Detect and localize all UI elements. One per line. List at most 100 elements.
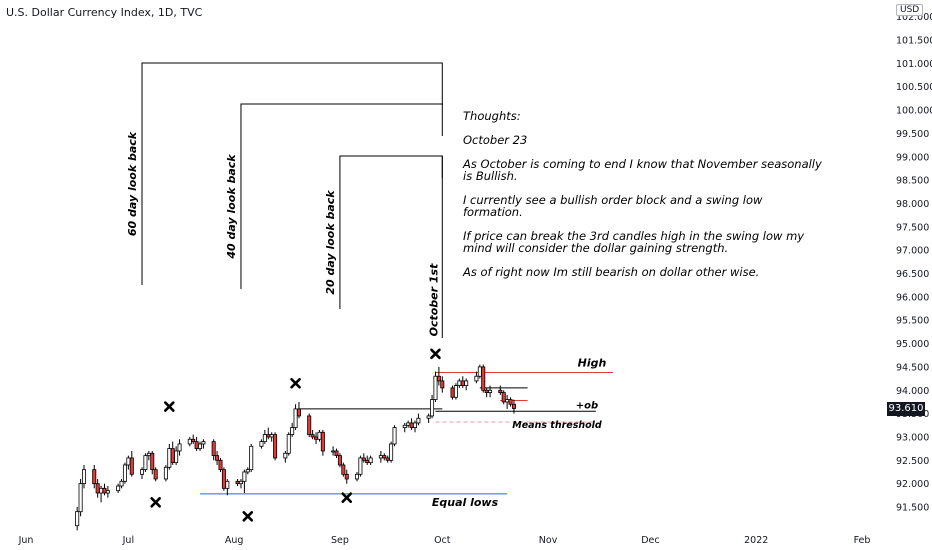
candle-body xyxy=(368,457,373,464)
swing-mark-icon xyxy=(242,511,254,522)
x-tick-label: Jul xyxy=(122,535,134,546)
candles xyxy=(75,364,516,531)
candle-body xyxy=(75,511,80,527)
candle-body xyxy=(146,452,151,457)
candle-body xyxy=(225,480,230,489)
candle-body xyxy=(477,366,482,377)
candle-body xyxy=(361,457,366,461)
y-tick-label: 97.000 xyxy=(896,246,929,257)
candle-body xyxy=(191,438,196,443)
candle-body xyxy=(392,427,397,445)
candle-body xyxy=(215,455,220,461)
candle-body xyxy=(341,464,346,475)
candle-body xyxy=(218,459,223,471)
candle-body xyxy=(457,380,462,386)
candle-body xyxy=(119,480,124,487)
candle-body xyxy=(174,450,179,464)
candle-body xyxy=(163,466,168,480)
candle-body xyxy=(95,483,100,494)
lookback-label: 60 day look back xyxy=(126,131,139,236)
candle-body xyxy=(283,452,288,459)
candle-body xyxy=(331,450,336,453)
candle-body xyxy=(307,415,312,436)
candle-body xyxy=(484,389,489,393)
time-axis[interactable]: Jun Jul Aug Sep Oct Nov Dec 2022 Feb xyxy=(18,535,871,546)
currency-button[interactable]: USD xyxy=(896,4,924,16)
candle-body xyxy=(82,469,87,485)
lookback-brackets: 60 day look back 40 day look back 20 day l… xyxy=(126,62,443,338)
y-tick-label: 98.500 xyxy=(896,176,929,187)
lookback-bracket xyxy=(141,62,443,285)
levels: High +ob Means threshold Equal lows xyxy=(200,357,613,509)
price-axis[interactable]: 91.50092.00092.50093.00093.50094.00094.5… xyxy=(896,12,932,513)
lookback-bracket xyxy=(240,103,443,289)
candle-body xyxy=(293,408,298,429)
candle-body xyxy=(354,473,359,480)
candle-body xyxy=(436,375,441,382)
x-tick-label: Oct xyxy=(434,535,451,546)
y-tick-label: 100.000 xyxy=(896,106,932,117)
candle-body xyxy=(99,487,104,494)
candle-body xyxy=(150,452,155,471)
candle-body xyxy=(242,471,247,482)
candle-body xyxy=(474,375,479,382)
candle-body xyxy=(92,469,97,485)
candle-body xyxy=(320,431,325,452)
candle-body xyxy=(508,399,513,405)
candle-body xyxy=(143,455,148,471)
candle-body xyxy=(167,448,172,468)
x-tick-label: 2022 xyxy=(744,535,768,546)
candle-body xyxy=(453,385,458,398)
candle-body xyxy=(194,441,199,450)
chart-title: U.S. Dollar Currency Index, 1D, TVC xyxy=(6,6,203,19)
candle-body xyxy=(378,455,383,459)
y-tick-label: 94.500 xyxy=(896,362,929,373)
candle-body xyxy=(365,459,370,464)
candle-body xyxy=(170,448,175,464)
candle-body xyxy=(129,457,134,475)
candle-body xyxy=(249,445,254,471)
candle-body xyxy=(126,457,131,466)
candle-body xyxy=(314,436,319,440)
candle-body xyxy=(402,424,407,429)
y-tick-label: 99.500 xyxy=(896,129,929,140)
candle-body xyxy=(481,366,486,391)
level-label: Means threshold xyxy=(512,420,602,431)
y-tick-label: 102.000 xyxy=(896,12,932,23)
candle-body xyxy=(505,399,510,403)
candle-body xyxy=(317,431,322,440)
candle-body xyxy=(358,457,363,475)
candle-body xyxy=(334,450,339,457)
candle-body xyxy=(412,422,417,429)
candle-body xyxy=(266,434,271,438)
candle-body xyxy=(310,434,315,438)
candle-body xyxy=(245,469,250,473)
october-label: October 1st xyxy=(427,263,440,336)
y-tick-label: 95.500 xyxy=(896,316,929,327)
candle-body xyxy=(337,455,342,466)
candle-body xyxy=(122,464,127,482)
candle-body xyxy=(440,380,445,389)
swing-mark-icon xyxy=(150,497,161,508)
level-label: Equal lows xyxy=(432,496,499,509)
candle-body xyxy=(430,399,435,417)
candle-body xyxy=(389,443,394,461)
candle-body xyxy=(296,408,301,417)
y-tick-label: 100.500 xyxy=(896,82,932,93)
candle-body xyxy=(221,469,226,489)
candle-body xyxy=(238,480,243,485)
candle-body xyxy=(450,387,455,398)
note-date: October 23 xyxy=(463,133,528,147)
y-tick-label: 91.500 xyxy=(896,503,929,514)
last-price-tag: 93.610 xyxy=(887,402,925,416)
note-line: As of right now Im still bearish on doll… xyxy=(463,265,760,279)
candle-body xyxy=(269,434,274,438)
candle-body xyxy=(426,415,431,419)
lookback-label: 20 day look back xyxy=(324,190,337,295)
x-tick-label: Aug xyxy=(225,535,244,546)
candle-body xyxy=(177,443,182,452)
swing-mark-icon xyxy=(341,492,353,503)
notes: Thoughts: October 23 As October is comin… xyxy=(463,110,823,290)
swing-marks xyxy=(150,348,441,522)
